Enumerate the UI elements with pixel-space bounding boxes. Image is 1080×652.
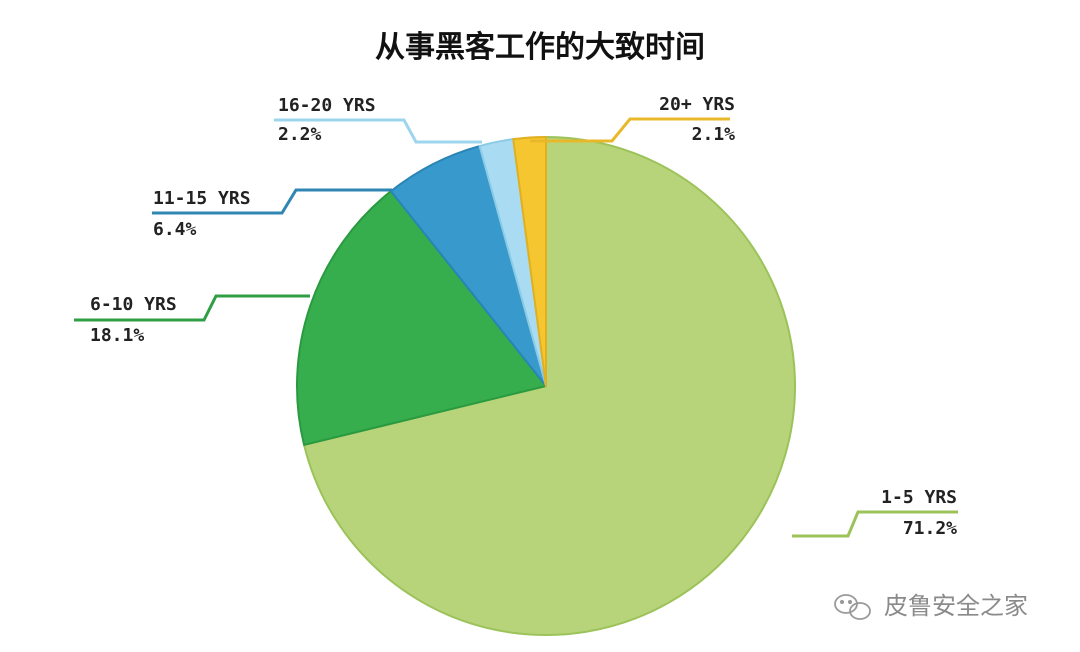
watermark-text: 皮鲁安全之家 [884,592,1028,620]
slice-value-label: 71.2% [903,518,957,539]
chart-title: 从事黑客工作的大致时间 [375,30,705,65]
watermark: 皮鲁安全之家 [834,592,1028,620]
slice-value-label: 6.4% [153,219,197,240]
slice-label: 6-10 YRS [90,294,177,315]
wechat-icon [834,594,871,620]
pie-slice-1-5-yrs [303,136,796,636]
slice-label: 11-15 YRS [153,188,251,209]
leader-line [74,294,310,322]
leader-line [530,117,730,143]
slice-label: 1-5 YRS [881,487,957,508]
slice-labels: 1-5 YRS 71.2% 6-10 YRS 18.1% 11-15 YRS 6.4% 16… [90,94,957,539]
slice-value-label: 2.2% [278,124,322,145]
leader-line [152,188,392,215]
slice-label: 20+ YRS [659,94,735,115]
leader-line [792,510,958,538]
pie-slice-6-10-yrs [296,190,547,446]
pie-slices [296,136,796,636]
slice-value-label: 18.1% [90,325,144,346]
slice-value-label: 2.1% [692,124,736,145]
leader-line [274,118,482,144]
leader-lines [74,117,958,538]
pie-slice-20-yrs [512,136,547,387]
slice-label: 16-20 YRS [278,95,376,116]
